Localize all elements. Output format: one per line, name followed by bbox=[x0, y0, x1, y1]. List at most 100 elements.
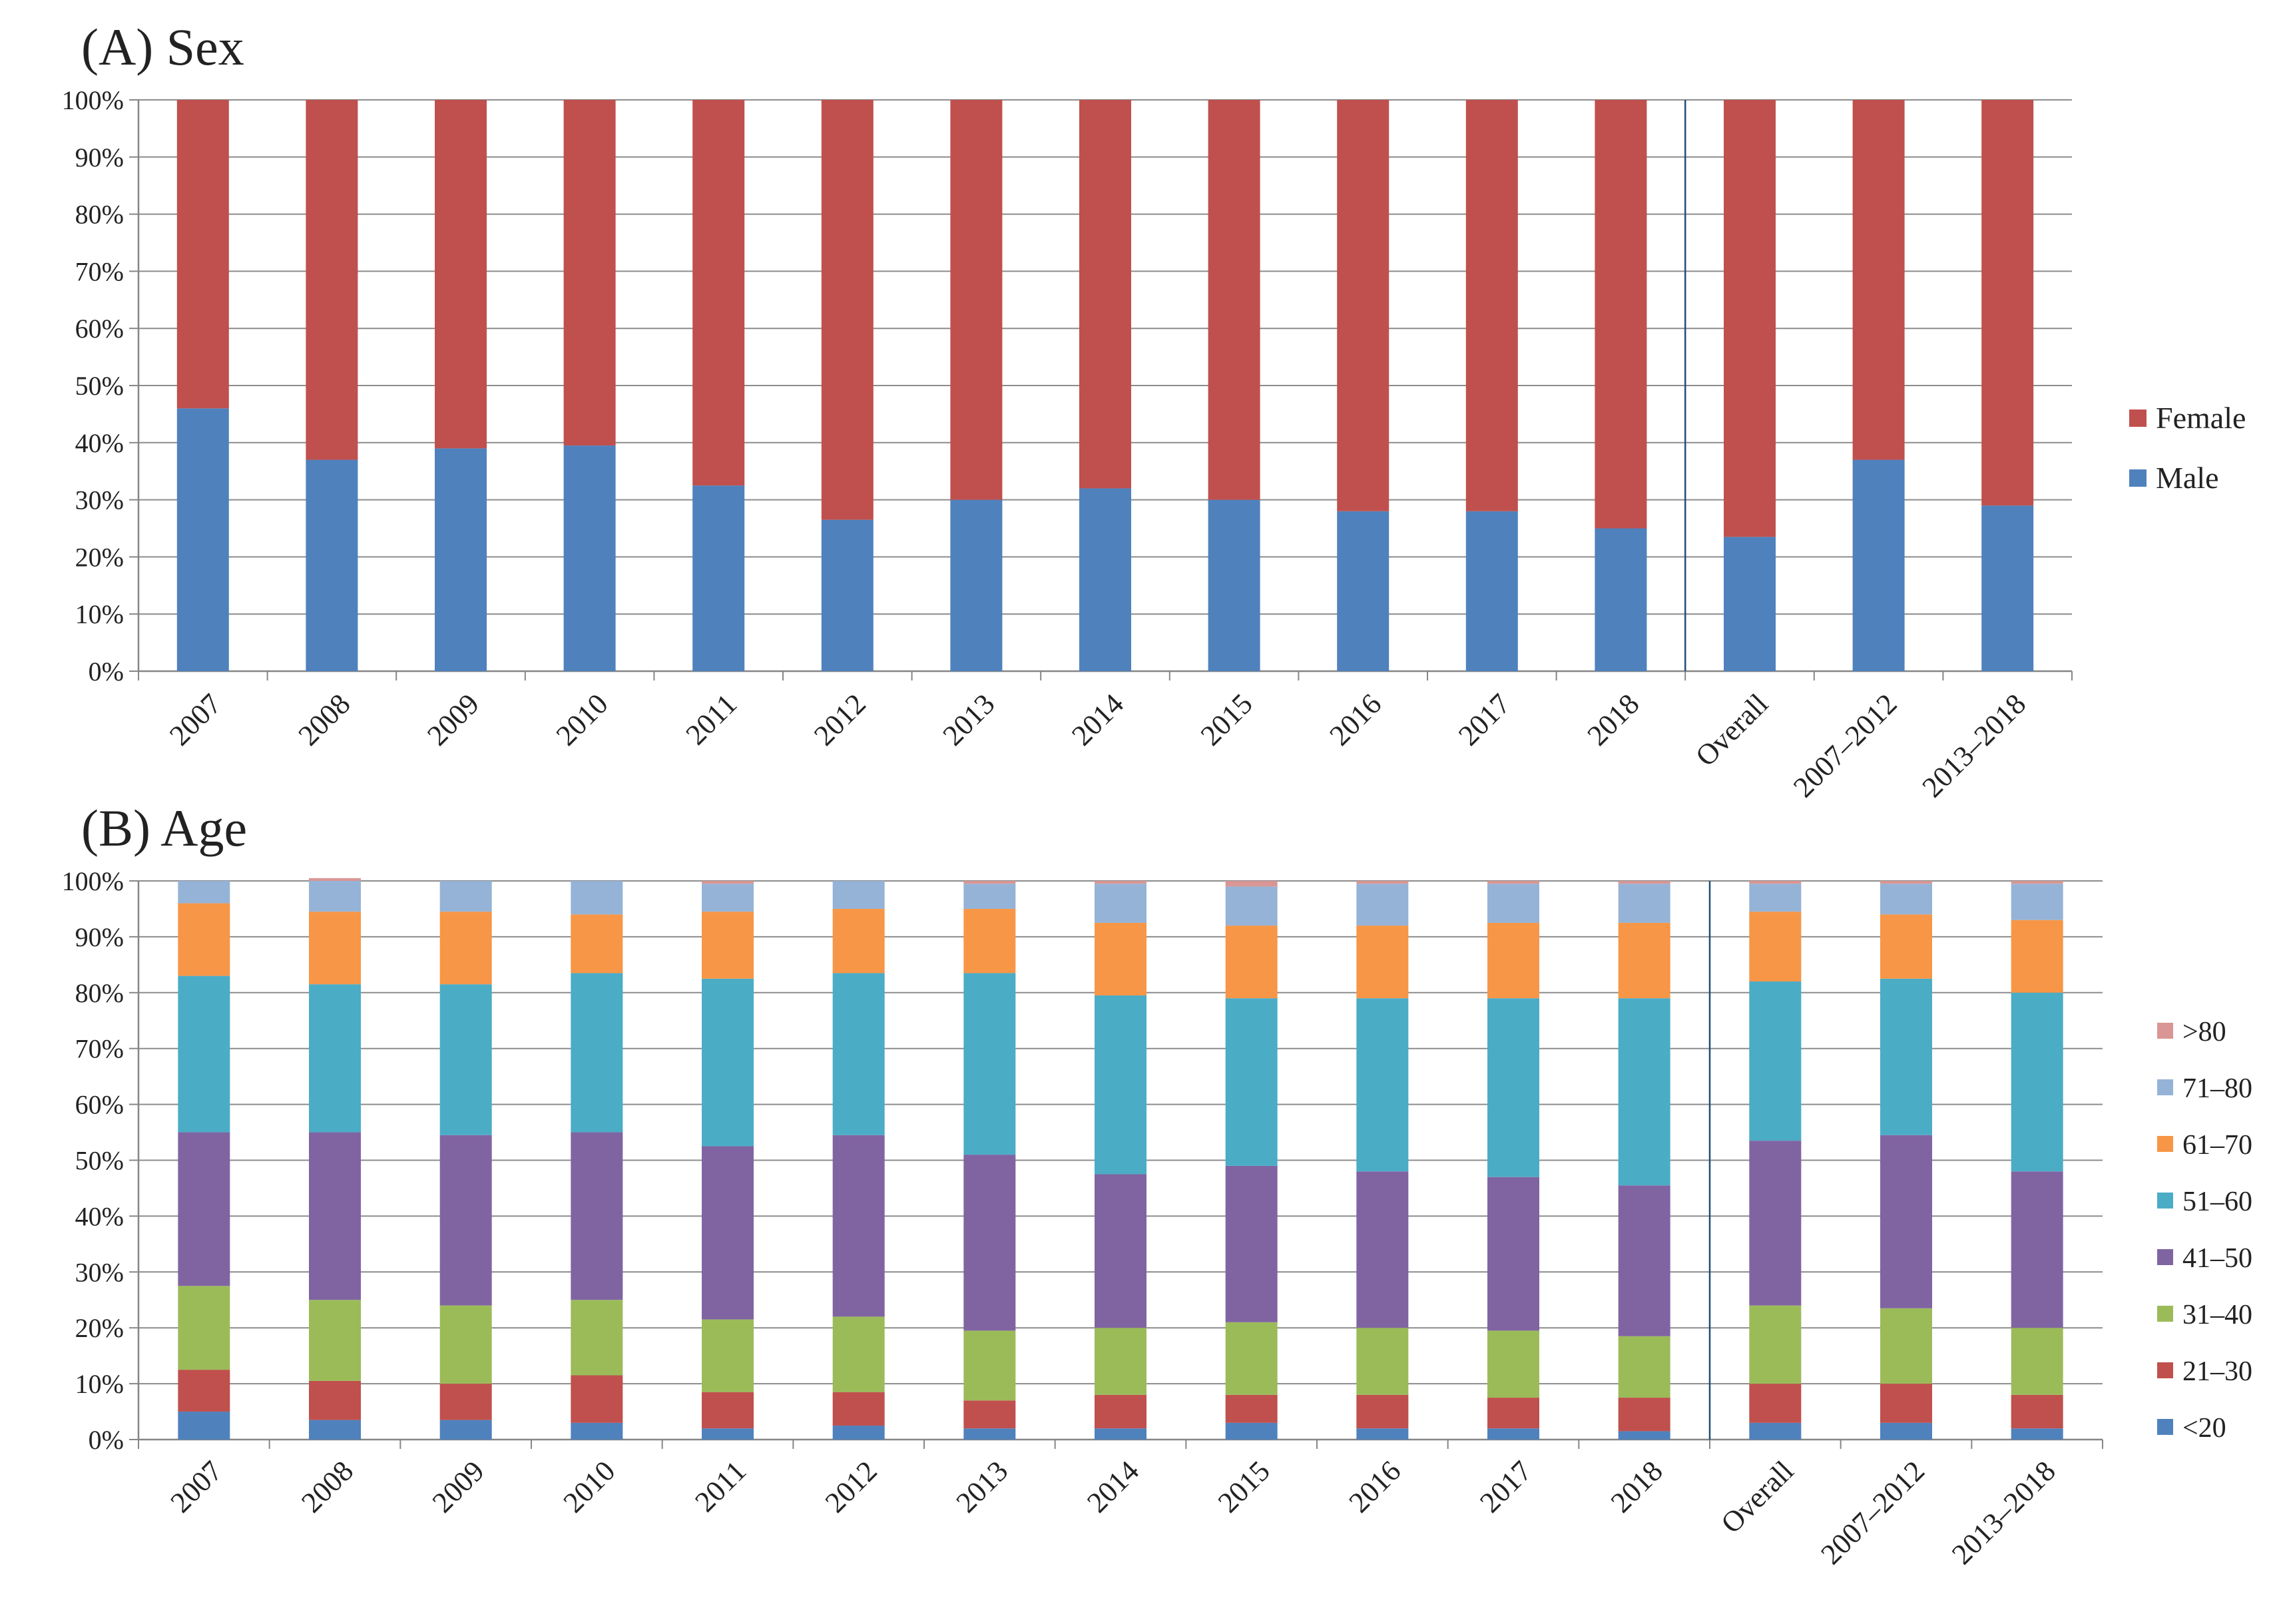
y-tick-label: 60% bbox=[75, 314, 124, 344]
chart-age: (B) Age 0% 10% 20% 30% 40% 50% 60% 70% 80% 90% 100… bbox=[62, 799, 2252, 1571]
bar-segment-71-80-2016 bbox=[1356, 884, 1409, 926]
bar-segment-female-overall bbox=[1724, 100, 1776, 537]
bar-segment-lt20-2007 bbox=[178, 1412, 230, 1440]
bar-segment-21-30-2009 bbox=[439, 1384, 492, 1420]
bar-segment-31-40-2007-2012 bbox=[1880, 1308, 1932, 1384]
y-tick-label: 10% bbox=[75, 599, 124, 629]
bar-segment-51-60-2012 bbox=[832, 973, 885, 1135]
bar-segment-41-50-2016 bbox=[1356, 1171, 1409, 1328]
bar-segment-female-2009 bbox=[435, 100, 487, 449]
bar-segment-female-2007 bbox=[176, 100, 229, 409]
y-tick-label: 10% bbox=[75, 1369, 124, 1399]
bar-segment-71-80-2007 bbox=[178, 881, 230, 904]
x-tick-label: 2014 bbox=[1081, 1454, 1145, 1519]
legend-swatch-male bbox=[2129, 469, 2147, 487]
bar-segment-51-60-2008 bbox=[309, 984, 361, 1133]
bar-segment-male-2007 bbox=[176, 408, 229, 671]
y-tick-label: 80% bbox=[75, 978, 124, 1008]
bar-segment-61-70-2008 bbox=[309, 912, 361, 985]
bar-segment-female-2015 bbox=[1208, 100, 1260, 500]
x-tick-label: 2011 bbox=[680, 687, 744, 751]
bar-segment-31-40-2016 bbox=[1356, 1328, 1409, 1395]
bar-segment-male-2010 bbox=[563, 445, 616, 671]
x-tick-label: 2011 bbox=[688, 1454, 752, 1518]
bar-segment-lt20-2013-2018 bbox=[2011, 1428, 2063, 1440]
legend-label-51-60: 51–60 bbox=[2182, 1187, 2252, 1217]
bar-segment-31-40-2009 bbox=[439, 1305, 492, 1384]
bar-segment-female-2012 bbox=[821, 100, 874, 520]
bar-segment-41-50-overall bbox=[1749, 1141, 1802, 1306]
y-tick-label: 40% bbox=[75, 428, 124, 458]
bar-segment-51-60-2017 bbox=[1487, 998, 1539, 1177]
bar-segment-gt80-2007-2012 bbox=[1880, 881, 1932, 884]
bar-segment-31-40-2015 bbox=[1225, 1322, 1278, 1395]
x-tick-label: 2012 bbox=[819, 1454, 884, 1519]
bar-segment-41-50-2008 bbox=[309, 1132, 361, 1300]
bar-segment-31-40-2011 bbox=[702, 1319, 754, 1392]
bar-segment-61-70-2014 bbox=[1095, 922, 1146, 995]
bar-segment-41-50-2018 bbox=[1618, 1185, 1670, 1336]
bar-segment-51-60-2007-2012 bbox=[1880, 978, 1932, 1135]
bar-segment-31-40-overall bbox=[1749, 1305, 1802, 1384]
x-tick-label: 2007 bbox=[164, 1454, 229, 1519]
bar-segment-31-40-2013-2018 bbox=[2011, 1328, 2063, 1395]
bar-segment-lt20-2009 bbox=[439, 1420, 492, 1440]
bar-segment-lt20-overall bbox=[1749, 1422, 1802, 1440]
legend-swatch-51-60 bbox=[2157, 1193, 2173, 1209]
bar-segment-71-80-2014 bbox=[1095, 884, 1146, 923]
legend-label-61-70: 61–70 bbox=[2182, 1130, 2252, 1161]
bar-segment-gt80-2017 bbox=[1487, 881, 1539, 884]
y-tick-label: 30% bbox=[75, 1257, 124, 1287]
x-tick-label: Overall bbox=[1689, 687, 1774, 772]
y-tick-label: 40% bbox=[75, 1201, 124, 1231]
bar-segment-41-50-2007 bbox=[178, 1132, 230, 1286]
bar-segment-21-30-2013 bbox=[963, 1400, 1016, 1429]
bar-segment-male-2013 bbox=[950, 499, 1003, 671]
bar-segment-21-30-2011 bbox=[702, 1392, 754, 1429]
bar-segment-female-2010 bbox=[563, 100, 616, 446]
bar-segment-71-80-2010 bbox=[571, 881, 623, 915]
bar-segment-lt20-2010 bbox=[571, 1422, 623, 1440]
legend-swatch-21-30 bbox=[2157, 1362, 2173, 1378]
bar-segment-21-30-2018 bbox=[1618, 1398, 1670, 1432]
bar-segment-71-80-2018 bbox=[1618, 884, 1670, 923]
y-tick-label: 30% bbox=[75, 485, 124, 515]
bar-segment-male-2018 bbox=[1595, 528, 1647, 671]
bar-segment-61-70-2013 bbox=[963, 908, 1016, 973]
y-tick-label: 60% bbox=[75, 1090, 124, 1120]
legend-label-gt80: >80 bbox=[2182, 1017, 2226, 1047]
chart-b-title: (B) Age bbox=[81, 799, 247, 857]
legend-label-female: Female bbox=[2156, 401, 2246, 435]
legend-swatch-31-40 bbox=[2157, 1306, 2173, 1322]
bar-segment-female-2018 bbox=[1595, 100, 1647, 529]
bar-segment-21-30-overall bbox=[1749, 1384, 1802, 1423]
bar-segment-lt20-2008 bbox=[309, 1420, 361, 1440]
legend-label-41-50: 41–50 bbox=[2182, 1243, 2252, 1274]
y-tick-label: 90% bbox=[75, 142, 124, 172]
x-tick-label: 2010 bbox=[550, 687, 615, 752]
bar-segment-61-70-2013-2018 bbox=[2011, 920, 2063, 993]
bar-segment-51-60-2011 bbox=[702, 978, 754, 1147]
x-tick-label: 2007–2012 bbox=[1787, 687, 1903, 804]
bar-segment-61-70-overall bbox=[1749, 912, 1802, 982]
bar-segment-51-60-2013-2018 bbox=[2011, 992, 2063, 1172]
bar-segment-lt20-2011 bbox=[702, 1428, 754, 1440]
x-tick-label: 2013 bbox=[937, 687, 1001, 752]
bar-segment-male-2016 bbox=[1337, 511, 1390, 671]
bar-segment-gt80-2013 bbox=[963, 881, 1016, 884]
y-tick-label: 0% bbox=[89, 657, 124, 686]
x-tick-label: 2017 bbox=[1452, 687, 1517, 752]
x-tick-label: 2013 bbox=[950, 1454, 1015, 1519]
x-tick-label: 2013–2018 bbox=[1945, 1454, 2062, 1571]
bar-segment-gt80-2018 bbox=[1618, 881, 1670, 884]
bar-segment-21-30-2007 bbox=[178, 1370, 230, 1412]
bar-segment-61-70-2007-2012 bbox=[1880, 914, 1932, 979]
bar-segment-male-overall bbox=[1724, 537, 1776, 671]
bar-segment-gt80-2014 bbox=[1095, 881, 1146, 884]
bar-segment-51-60-2010 bbox=[571, 973, 623, 1133]
bar-segment-41-50-2007-2012 bbox=[1880, 1135, 1932, 1308]
bar-segment-51-60-2018 bbox=[1618, 998, 1670, 1186]
bar-segment-21-30-2008 bbox=[309, 1380, 361, 1420]
bar-segment-71-80-2008 bbox=[309, 881, 361, 912]
